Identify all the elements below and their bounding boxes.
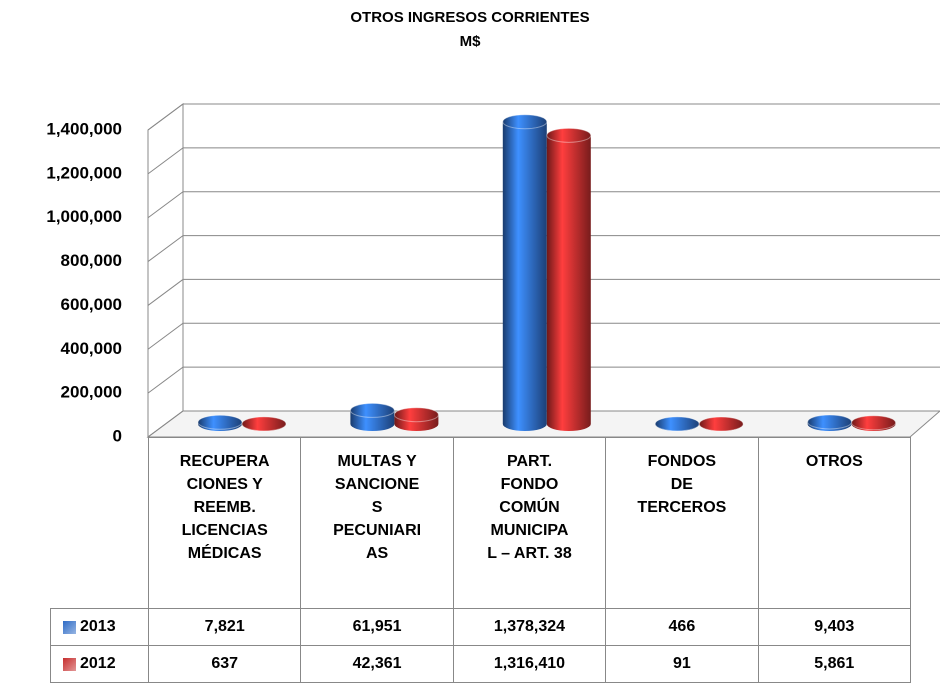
y-tick-label: 1,000,000 bbox=[46, 207, 122, 226]
legend-swatch bbox=[63, 620, 76, 634]
y-tick-label: 1,400,000 bbox=[46, 119, 122, 138]
y-tick-label: 1,200,000 bbox=[46, 163, 122, 182]
legend-label: 2013 bbox=[80, 618, 116, 635]
chart-title: OTROS INGRESOS CORRIENTES bbox=[350, 9, 589, 26]
grid-line bbox=[147, 410, 940, 438]
chart-subtitle: M$ bbox=[460, 33, 481, 50]
category-label: PART. FONDO COMÚN MUNICIPA L – ART. 38 bbox=[452, 437, 607, 609]
y-tick-label: 800,000 bbox=[61, 251, 122, 270]
bar bbox=[197, 414, 243, 431]
value-label: 61,951 bbox=[300, 608, 454, 646]
bar bbox=[502, 114, 548, 431]
category-label: FONDOS DE TERCEROS bbox=[605, 437, 759, 609]
grid-line bbox=[147, 278, 940, 306]
bar bbox=[698, 416, 744, 432]
bar bbox=[807, 414, 853, 431]
grid-line bbox=[147, 147, 940, 175]
value-label: 91 bbox=[605, 645, 759, 683]
legend-entry: 2012 bbox=[50, 645, 149, 683]
value-label: 1,378,324 bbox=[452, 608, 607, 646]
bar bbox=[654, 416, 700, 432]
grid-line bbox=[147, 366, 940, 394]
grid-line bbox=[147, 235, 940, 262]
value-label: 637 bbox=[148, 645, 302, 683]
grid-line bbox=[147, 191, 940, 219]
legend-swatch bbox=[63, 657, 76, 671]
y-tick-label: 600,000 bbox=[61, 295, 122, 314]
bar bbox=[393, 407, 439, 431]
category-label: OTROS bbox=[757, 437, 911, 609]
legend-label: 2012 bbox=[80, 655, 116, 672]
value-label: 7,821 bbox=[148, 608, 302, 646]
value-label: 1,316,410 bbox=[452, 645, 607, 683]
legend-entry: 2013 bbox=[50, 608, 149, 646]
y-tick-label: 0 bbox=[113, 426, 122, 445]
bar bbox=[349, 402, 395, 431]
value-label: 42,361 bbox=[300, 645, 454, 683]
value-label: 5,861 bbox=[757, 645, 911, 683]
back-wall bbox=[147, 103, 184, 438]
bar bbox=[241, 416, 287, 432]
bar bbox=[851, 415, 897, 431]
grid-line bbox=[147, 322, 940, 350]
value-label: 9,403 bbox=[757, 608, 911, 646]
y-tick-label: 200,000 bbox=[61, 383, 122, 402]
bar bbox=[546, 127, 592, 432]
value-label: 466 bbox=[605, 608, 759, 646]
grid-line bbox=[147, 103, 940, 131]
y-tick-label: 400,000 bbox=[61, 339, 122, 358]
category-label: MULTAS Y SANCIONE S PECUNIARI AS bbox=[300, 437, 454, 609]
category-label: RECUPERA CIONES Y REEMB. LICENCIAS MÉDIC… bbox=[148, 437, 302, 609]
